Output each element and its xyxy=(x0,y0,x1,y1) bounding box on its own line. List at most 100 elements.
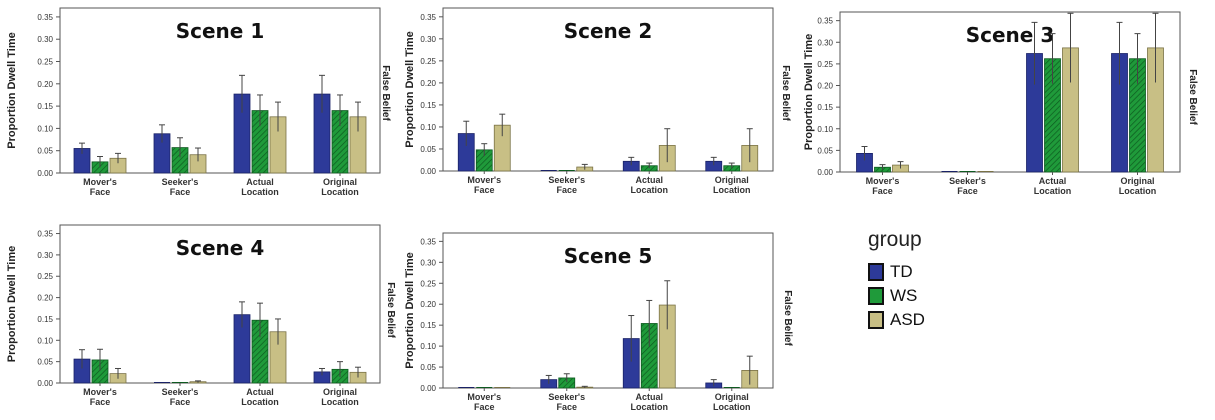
x-tick-label: Face xyxy=(170,397,191,407)
y-tick-label: 0.25 xyxy=(420,279,436,288)
y-tick-label: 0.35 xyxy=(420,13,436,22)
x-tick-label: Original xyxy=(323,387,357,397)
y-tick-label: 0.00 xyxy=(37,169,53,178)
y-tick-label: 0.25 xyxy=(817,60,833,69)
scene-4-panel: 0.00 0.05 0.10 0.15 0.20 0.25 0.30 0.35 Proporti… xyxy=(6,224,396,407)
y-axis-label: Proportion Dwell Time xyxy=(6,246,18,363)
y-tick-label: 0.15 xyxy=(817,103,833,112)
legend-item-ws: WS xyxy=(868,284,925,308)
y-tick-label: 0.05 xyxy=(420,145,436,154)
x-tick-label: Location xyxy=(713,185,751,195)
scene-3-panel: 0.00 0.05 0.10 0.15 0.20 0.25 0.30 0.35Proporti… xyxy=(803,11,1198,196)
plot-frame xyxy=(59,224,381,384)
chart-title: Scene 4 xyxy=(176,236,265,260)
legend-label-td: TD xyxy=(890,262,913,281)
legend-swatch-ws xyxy=(868,287,884,305)
x-tick-label: Location xyxy=(321,187,359,197)
y-tick-label: 0.15 xyxy=(37,102,53,111)
x-tick-label: Face xyxy=(957,186,978,196)
y-tick-label: 0.00 xyxy=(817,168,833,177)
x-tick-label: Location xyxy=(1119,186,1157,196)
x-tick-label: Face xyxy=(474,185,495,195)
x-tick-label: Actual xyxy=(246,387,274,397)
x-tick-label: Mover's xyxy=(467,175,501,185)
scene-5-panel: 0.00 0.05 0.10 0.15 0.20 0.25 0.30 0.35 Proporti… xyxy=(404,232,793,412)
y-tick-label: 0.35 xyxy=(817,17,833,26)
x-tick-label: Location xyxy=(321,397,359,407)
x-tick-label: Face xyxy=(556,402,577,412)
x-tick-label: Mover's xyxy=(83,177,117,187)
x-tick-label: Face xyxy=(90,187,111,197)
y-tick-label: 0.25 xyxy=(420,57,436,66)
y-tick-label: 0.10 xyxy=(420,123,436,132)
x-tick-label: Seeker's xyxy=(162,387,199,397)
x-tick-label: Original xyxy=(715,392,749,402)
x-tick-label: Actual xyxy=(635,175,663,185)
y-tick-label: 0.20 xyxy=(420,300,436,309)
side-label-false-belief: False Belief xyxy=(780,65,791,121)
legend-item-td: TD xyxy=(868,260,925,284)
legend-swatch-asd xyxy=(868,311,884,329)
y-tick-label: 0.30 xyxy=(420,258,436,267)
x-tick-label: Face xyxy=(170,187,191,197)
y-axis-label: Proportion Dwell Time xyxy=(803,34,815,151)
legend-label-asd: ASD xyxy=(890,310,925,329)
y-tick-label: 0.20 xyxy=(420,79,436,88)
y-tick-label: 0.35 xyxy=(37,13,53,22)
y-tick-label: 0.05 xyxy=(37,358,53,367)
legend-swatch-td xyxy=(868,263,884,281)
y-tick-label: 0.05 xyxy=(37,147,53,156)
y-tick-label: 0.35 xyxy=(420,237,436,246)
y-tick-label: 0.15 xyxy=(420,321,436,330)
x-tick-label: Actual xyxy=(635,392,663,402)
y-tick-label: 0.25 xyxy=(37,272,53,281)
x-tick-label: Seeker's xyxy=(548,175,585,185)
y-tick-label: 0.30 xyxy=(420,35,436,44)
plot-frame xyxy=(442,232,774,389)
x-tick-label: Face xyxy=(872,186,893,196)
x-tick-label: Original xyxy=(323,177,357,187)
y-tick-label: 0.00 xyxy=(420,384,436,393)
y-axis-label: Proportion Dwell Time xyxy=(6,32,18,149)
x-tick-label: Location xyxy=(241,397,279,407)
y-tick-label: 0.10 xyxy=(37,124,53,133)
x-tick-label: Mover's xyxy=(467,392,501,402)
y-tick-label: 0.05 xyxy=(817,146,833,155)
y-tick-label: 0.10 xyxy=(817,125,833,134)
x-tick-label: Seeker's xyxy=(548,392,585,402)
y-tick-label: 0.20 xyxy=(37,294,53,303)
scene-1-panel: 0.00 0.05 0.10 0.15 0.20 0.25 0.30 0.35 Proporti… xyxy=(6,7,391,197)
y-tick-label: 0.00 xyxy=(420,167,436,176)
x-tick-label: Mover's xyxy=(866,176,900,186)
x-tick-label: Face xyxy=(556,185,577,195)
y-axis-label: Proportion Dwell Time xyxy=(404,31,416,148)
side-label-false-belief: False Belief xyxy=(1187,69,1198,125)
y-tick-label: 0.20 xyxy=(817,82,833,91)
x-tick-label: Original xyxy=(715,175,749,185)
y-tick-label: 0.15 xyxy=(420,101,436,110)
legend-label-ws: WS xyxy=(890,286,918,305)
x-tick-label: Seeker's xyxy=(949,176,986,186)
x-tick-label: Actual xyxy=(1039,176,1067,186)
y-tick-label: 0.10 xyxy=(37,336,53,345)
y-tick-label: 0.25 xyxy=(37,58,53,67)
legend: group TD WS ASD xyxy=(868,228,925,332)
y-tick-label: 0.00 xyxy=(37,379,53,388)
legend-title: group xyxy=(868,228,922,251)
x-tick-label: Face xyxy=(90,397,111,407)
y-tick-label: 0.05 xyxy=(420,363,436,372)
y-tick-label: 0.20 xyxy=(37,80,53,89)
y-tick-label: 0.30 xyxy=(817,38,833,47)
x-tick-label: Mover's xyxy=(83,387,117,397)
x-tick-label: Actual xyxy=(246,177,274,187)
y-axis-label: Proportion Dwell Time xyxy=(404,252,416,369)
chart-title: Scene 3 xyxy=(966,23,1055,47)
y-tick-label: 0.30 xyxy=(37,251,53,260)
chart-title: Scene 1 xyxy=(176,19,265,43)
x-tick-label: Seeker's xyxy=(162,177,199,187)
x-tick-label: Location xyxy=(241,187,279,197)
chart-title: Scene 2 xyxy=(564,19,653,43)
x-tick-label: Location xyxy=(631,185,669,195)
y-tick-label: 0.10 xyxy=(420,342,436,351)
